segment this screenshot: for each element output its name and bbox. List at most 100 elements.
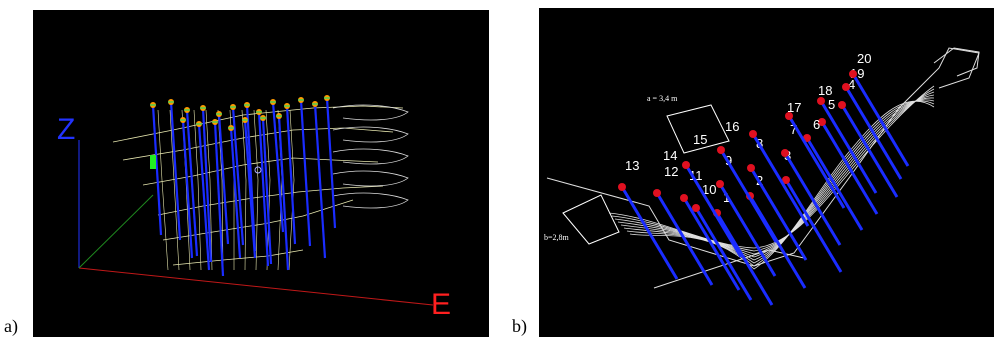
borehole-line <box>213 121 225 277</box>
borehole <box>230 104 245 246</box>
borehole-collar <box>618 183 626 191</box>
borehole <box>196 121 211 271</box>
borehole-number: 6 <box>813 117 820 132</box>
borehole-collar <box>716 180 724 188</box>
borehole-line <box>783 152 842 246</box>
borehole-line <box>229 127 242 259</box>
borehole-line <box>277 115 290 271</box>
borehole-number: 12 <box>664 164 678 179</box>
dimension-b-label: b=2,8m <box>544 233 570 242</box>
contour-line <box>626 100 935 267</box>
panel-a-drawing: Z E <box>57 95 451 321</box>
borehole <box>168 99 182 241</box>
borehole-collar <box>782 176 790 184</box>
mesh-vertical-line <box>265 109 271 271</box>
borehole-line <box>840 104 899 198</box>
borehole-number: 7 <box>790 122 797 137</box>
borehole-line <box>751 133 810 227</box>
mesh-lobe-line <box>332 170 409 187</box>
dimension-box-b <box>562 194 620 245</box>
contour-lower <box>653 249 805 289</box>
borehole-collar <box>849 70 857 78</box>
borehole-line <box>261 117 273 265</box>
borehole <box>324 95 337 229</box>
mesh-vertical-line <box>288 109 295 271</box>
mesh-contour-line <box>172 249 304 266</box>
borehole-15: 15 <box>693 132 778 243</box>
borehole-array <box>150 95 337 277</box>
mesh-vertical-line <box>157 109 169 271</box>
borehole-collar <box>842 83 850 91</box>
borehole-line <box>784 179 843 273</box>
borehole-number: 14 <box>663 148 677 163</box>
e-axis-line <box>78 267 434 306</box>
borehole-line <box>718 183 777 277</box>
borehole <box>270 99 285 233</box>
borehole <box>298 97 312 247</box>
borehole-line <box>243 119 257 259</box>
mesh-vertical-line <box>241 109 247 271</box>
borehole-10: 10 <box>692 182 753 301</box>
borehole-line <box>201 107 213 263</box>
borehole-collar <box>717 146 725 154</box>
borehole-collar <box>781 149 789 157</box>
borehole-line <box>719 149 778 243</box>
borehole-number: 17 <box>787 100 801 115</box>
contour-tip <box>933 47 980 77</box>
panel-b-label: b) <box>512 316 527 336</box>
contour-line <box>623 99 935 264</box>
borehole-7: 7 <box>781 122 842 246</box>
borehole-line <box>231 106 245 246</box>
borehole-line <box>684 164 743 258</box>
mesh-lobe-line <box>332 104 409 121</box>
borehole-collar <box>682 161 690 169</box>
borehole-layout: 1234567891011121314151617181920 <box>618 51 910 306</box>
borehole-number: 16 <box>725 119 739 134</box>
borehole-line <box>285 105 297 245</box>
mesh-lobe-line <box>332 126 409 143</box>
borehole-collar <box>749 130 757 138</box>
borehole-line <box>169 101 182 241</box>
mesh-lobe-line <box>332 192 409 209</box>
borehole <box>276 113 290 271</box>
borehole <box>180 117 194 259</box>
dimension-a-label: a = 3,4 m <box>647 94 678 103</box>
panel-b-section-view: a = 3,4 m b=2,8m 12345678910111213141516… <box>539 8 994 337</box>
panel-b-drawing: a = 3,4 m b=2,8m 12345678910111213141516… <box>544 47 980 306</box>
borehole-4: 4 <box>838 77 899 198</box>
borehole-line <box>185 109 199 257</box>
borehole <box>284 103 297 245</box>
borehole-number: 10 <box>702 182 716 197</box>
dimension-box-a <box>666 104 730 154</box>
borehole-number: 13 <box>625 158 639 173</box>
borehole-line <box>805 137 864 231</box>
contour-outer <box>546 47 980 267</box>
borehole-line <box>844 86 903 180</box>
panel-a-3d-view: Z E <box>33 10 489 337</box>
borehole-line <box>655 192 714 286</box>
third-axis-line <box>78 194 154 269</box>
mesh-contour-line <box>142 157 379 186</box>
borehole-line <box>620 186 679 280</box>
borehole-17: 17 <box>785 100 846 209</box>
borehole-collar <box>680 194 688 202</box>
borehole-collar <box>692 204 700 212</box>
borehole-line <box>197 123 211 271</box>
borehole-5: 5 <box>818 97 879 215</box>
borehole-number: 15 <box>693 132 707 147</box>
tunnel-contours <box>546 47 980 289</box>
borehole-number: 11 <box>689 168 703 183</box>
borehole-line <box>749 167 808 261</box>
borehole-20: 20 <box>849 51 910 167</box>
borehole-collar <box>653 189 661 197</box>
borehole-collar <box>818 118 826 126</box>
borehole-number: 5 <box>828 97 835 112</box>
borehole-number: 20 <box>857 51 871 66</box>
borehole-13: 13 <box>618 158 679 280</box>
mesh-vertical-line <box>253 109 259 271</box>
mesh-vertical-line <box>205 109 213 271</box>
borehole-collar <box>817 97 825 105</box>
borehole <box>200 105 213 263</box>
borehole-18: 18 <box>817 83 878 194</box>
mesh-lobe-line <box>332 148 409 165</box>
